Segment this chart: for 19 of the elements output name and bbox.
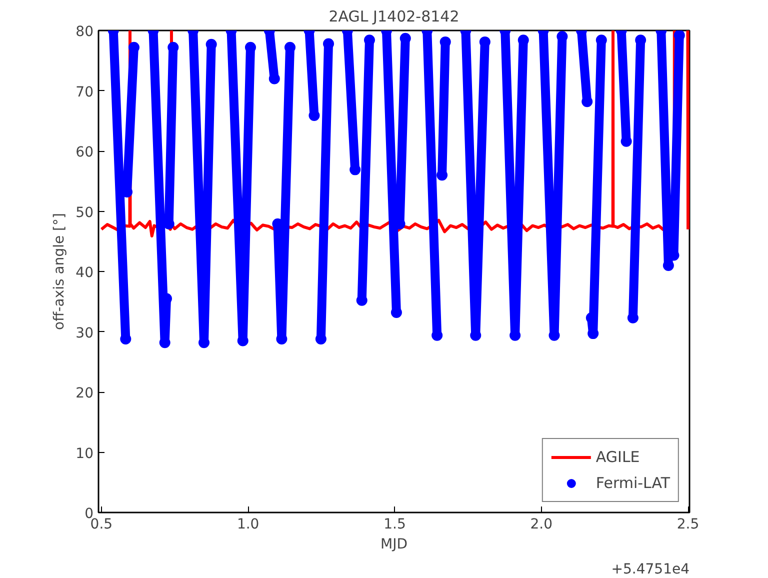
chart-title: 2AGL J1402-8142 [328,8,460,26]
y-axis-title: off-axis angle [°] [52,213,68,330]
y-tick-label: 50 [76,204,94,221]
y-tick-label: 80 [76,24,94,40]
x-tick-label: 1.5 [384,516,406,532]
x-tick-label: 2.5 [676,516,700,532]
y-tick-label: 70 [76,84,94,100]
x-tick-label: 2.0 [530,516,553,532]
text: +5.4751e4 [611,562,690,578]
y-tick-label: 60 [76,144,94,160]
y-tick-label: 40 [76,265,94,281]
y-tick-label: 20 [76,386,94,402]
x-tick-label: 0.5 [90,516,113,532]
y-tick-label: 10 [76,446,94,462]
x-axis-title: MJD [380,536,408,552]
y-tick-label: 30 [76,325,94,342]
x-tick-label: 1.0 [236,516,260,532]
legend-label: Fermi-LAT [596,474,670,492]
legend-label: AGILE [596,448,640,466]
